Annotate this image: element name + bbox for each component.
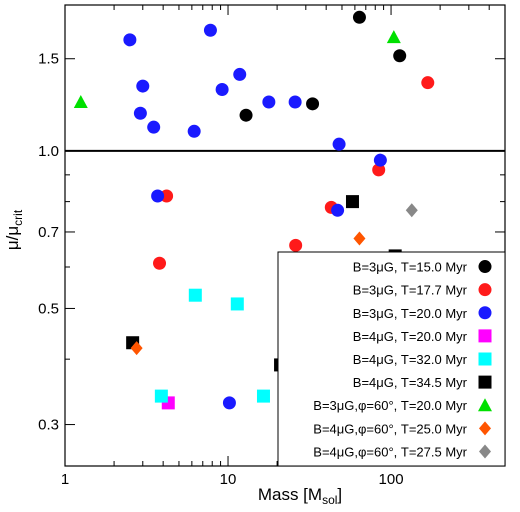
x-axis-label-end: ] [337, 485, 342, 504]
data-point-series-4 [256, 389, 270, 403]
y-axis-label: μ/μcrit [3, 209, 25, 250]
data-point-series-2 [133, 106, 147, 120]
x-tick-label: 100 [379, 471, 404, 488]
y-tick-label: 0.7 [38, 224, 59, 241]
data-point-series-6 [73, 94, 88, 108]
legend-label: B=3μG, T=17.7 Myr [353, 283, 468, 298]
x-axis-label-sub: sol [322, 493, 337, 507]
y-tick-label: 1.5 [38, 51, 59, 68]
legend-marker-series-3 [478, 329, 492, 343]
data-point-series-2 [187, 124, 201, 138]
x-axis-label-main: Mass [M [258, 485, 322, 504]
data-point-series-0 [393, 49, 407, 63]
data-point-series-7 [130, 341, 143, 356]
data-point-series-2 [331, 203, 345, 217]
legend-label: B=3μG, T=15.0 Myr [353, 260, 468, 275]
legend-label: B=4μG, T=34.5 Myr [353, 375, 468, 390]
data-point-series-8 [405, 203, 418, 218]
data-point-series-1 [372, 163, 386, 177]
legend-label: B=4μG,φ=60°, T=27.5 Myr [313, 444, 467, 459]
data-point-series-2 [136, 79, 150, 93]
legend-marker-series-1 [478, 283, 492, 297]
legend-label: B=4μG, T=32.0 Myr [353, 352, 468, 367]
legend-label: B=4μG,φ=60°, T=25.0 Myr [313, 421, 467, 436]
data-point-series-4 [230, 297, 244, 311]
data-point-series-2 [147, 120, 161, 134]
data-point-series-4 [154, 389, 168, 403]
x-tick-label: 1 [61, 471, 69, 488]
data-point-series-5 [345, 195, 359, 209]
data-point-series-1 [289, 238, 303, 252]
data-point-series-2 [123, 33, 137, 47]
data-point-series-2 [203, 23, 217, 37]
y-tick-label: 0.5 [38, 300, 59, 317]
x-axis-label: Mass [Msol] [258, 485, 342, 507]
data-point-series-2 [233, 67, 247, 81]
legend-marker-series-7 [479, 421, 491, 436]
data-point-series-0 [352, 10, 366, 24]
data-point-series-2 [373, 153, 387, 167]
x-tick-label: 10 [220, 471, 237, 488]
data-point-series-0 [306, 97, 320, 111]
data-point-series-2 [151, 189, 165, 203]
legend-marker-series-0 [478, 260, 492, 274]
data-point-series-4 [188, 288, 202, 302]
data-point-series-1 [421, 76, 435, 90]
data-point-series-2 [262, 95, 276, 109]
data-point-series-2 [332, 137, 346, 151]
legend-label: B=3μG, T=20.0 Myr [353, 306, 468, 321]
data-point-series-2 [288, 95, 302, 109]
legend-marker-series-2 [478, 306, 492, 320]
data-point-series-0 [239, 108, 253, 122]
data-point-series-2 [215, 83, 229, 97]
y-axis-label-main: μ/μ [3, 226, 22, 250]
legend-marker-series-5 [478, 375, 492, 389]
legend-marker-series-6 [478, 398, 492, 412]
legend-label: B=3μG,φ=60°, T=20.0 Myr [313, 398, 467, 413]
data-point-series-6 [386, 30, 401, 44]
legend-marker-series-8 [479, 444, 491, 459]
legend-marker-series-4 [478, 352, 492, 366]
y-tick-label: 1.0 [38, 143, 59, 160]
legend-box [277, 251, 506, 467]
data-point-series-1 [153, 256, 167, 270]
legend-label: B=4μG, T=20.0 Myr [353, 329, 468, 344]
data-point-series-7 [353, 231, 366, 246]
data-point-series-1 [160, 189, 174, 203]
y-axis-label-sub: crit [11, 209, 25, 226]
y-tick-label: 0.3 [38, 417, 59, 434]
data-point-series-2 [222, 396, 236, 410]
